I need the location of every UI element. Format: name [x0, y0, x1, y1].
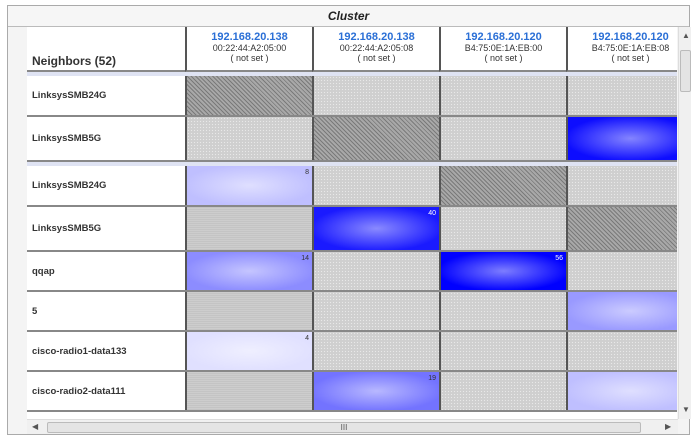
column-name: ( not set )	[611, 53, 650, 63]
empty-cell[interactable]	[312, 76, 439, 115]
column-header[interactable]: 192.168.20.120 B4:75:0E:1A:EB:00( not set…	[439, 27, 566, 72]
table-row: LinksysSMB5G	[27, 117, 677, 162]
column-name: ( not set )	[230, 53, 269, 63]
empty-cell[interactable]	[312, 292, 439, 330]
column-header[interactable]: 192.168.20.138 00:22:44:A2:05:00( not set…	[185, 27, 312, 72]
signal-value: 4	[305, 335, 309, 342]
neighbor-matrix: Neighbors (52) 192.168.20.138 00:22:44:A2…	[27, 27, 677, 419]
signal-cell[interactable]: 56	[439, 252, 566, 290]
signal-cell[interactable]	[566, 292, 677, 330]
neighbor-label: LinksysSMB24G	[32, 180, 107, 191]
column-name: ( not set )	[357, 53, 396, 63]
vertical-scroll-thumb[interactable]	[680, 50, 691, 92]
neighbor-label: LinksysSMB5G	[32, 133, 102, 144]
horizontal-scroll-thumb[interactable]: III	[47, 422, 641, 433]
neighbors-header: Neighbors (52)	[27, 27, 185, 72]
table-row: cisco-radio1-data133 4	[27, 332, 677, 372]
signal-cell[interactable]: 14	[185, 252, 312, 290]
horizontal-scrollbar[interactable]: ◀ III ▶	[27, 419, 678, 434]
table-row: qqap 14 56	[27, 252, 677, 292]
signal-value: 8	[305, 169, 309, 176]
cluster-panel: Cluster Neighbors (52) 192.168.20.138 00:…	[7, 5, 691, 435]
empty-cell[interactable]	[185, 207, 312, 250]
scroll-down-icon[interactable]: ▼	[682, 405, 690, 414]
signal-value: 40	[428, 210, 436, 217]
empty-cell[interactable]	[439, 292, 566, 330]
signal-cell[interactable]: 4	[185, 332, 312, 370]
signal-value: 56	[555, 255, 563, 262]
column-ip: 192.168.20.120	[465, 31, 542, 43]
signal-cell[interactable]	[566, 372, 677, 410]
empty-cell[interactable]	[312, 252, 439, 290]
column-header[interactable]: 192.168.20.120 B4:75:0E:1A:EB:08( not set…	[566, 27, 677, 72]
empty-cell[interactable]	[312, 166, 439, 205]
neighbor-label: qqap	[32, 265, 55, 277]
column-mac: B4:75:0E:1A:EB:00	[464, 43, 543, 53]
empty-cell[interactable]	[185, 372, 312, 410]
neighbor-label: LinksysSMB24G	[32, 90, 107, 101]
table-row: LinksysSMB24G	[27, 72, 677, 117]
signal-cell[interactable]: 19	[312, 372, 439, 410]
column-header[interactable]: 192.168.20.138 00:22:44:A2:05:08( not set…	[312, 27, 439, 72]
empty-cell[interactable]	[185, 117, 312, 160]
column-mac: 00:22:44:A2:05:08	[339, 43, 414, 53]
signal-cell[interactable]	[566, 117, 677, 160]
neighbor-label: cisco-radio1-data133	[32, 345, 127, 357]
empty-cell[interactable]	[312, 332, 439, 370]
table-row: 5	[27, 292, 677, 332]
signal-cell[interactable]: 8	[185, 166, 312, 205]
vertical-scrollbar[interactable]: ▲ ▼	[678, 27, 691, 419]
column-mac: 00:22:44:A2:05:00	[212, 43, 287, 53]
grip-icon: III	[340, 423, 348, 432]
scroll-left-icon[interactable]: ◀	[32, 422, 39, 431]
table-row: LinksysSMB5G 40	[27, 207, 677, 252]
column-ip: 192.168.20.138	[338, 31, 415, 43]
column-name: ( not set )	[484, 53, 523, 63]
self-cell[interactable]	[185, 76, 312, 115]
neighbor-label: LinksysSMB5G	[32, 223, 102, 234]
empty-cell[interactable]	[566, 252, 677, 290]
column-ip: 192.168.20.138	[211, 31, 288, 43]
table-row: LinksysSMB24G 8	[27, 162, 677, 207]
scroll-right-icon[interactable]: ▶	[665, 422, 672, 431]
self-cell[interactable]	[566, 207, 677, 250]
empty-cell[interactable]	[185, 292, 312, 330]
empty-cell[interactable]	[439, 76, 566, 115]
table-row: cisco-radio2-data111 19	[27, 372, 677, 412]
panel-title: Cluster	[8, 6, 689, 27]
empty-cell[interactable]	[439, 117, 566, 160]
column-mac: B4:75:0E:1A:EB:08	[591, 43, 670, 53]
empty-cell[interactable]	[566, 332, 677, 370]
neighbor-label: cisco-radio2-data111	[32, 385, 126, 397]
neighbor-label: 5	[32, 305, 38, 317]
empty-cell[interactable]	[566, 166, 677, 205]
self-cell[interactable]	[439, 166, 566, 205]
column-ip: 192.168.20.120	[592, 31, 669, 43]
empty-cell[interactable]	[439, 207, 566, 250]
empty-cell[interactable]	[566, 76, 677, 115]
self-cell[interactable]	[312, 117, 439, 160]
empty-cell[interactable]	[439, 372, 566, 410]
signal-cell[interactable]: 40	[312, 207, 439, 250]
scroll-up-icon[interactable]: ▲	[682, 31, 690, 40]
signal-value: 19	[428, 375, 436, 382]
empty-cell[interactable]	[439, 332, 566, 370]
signal-value: 14	[301, 255, 309, 262]
